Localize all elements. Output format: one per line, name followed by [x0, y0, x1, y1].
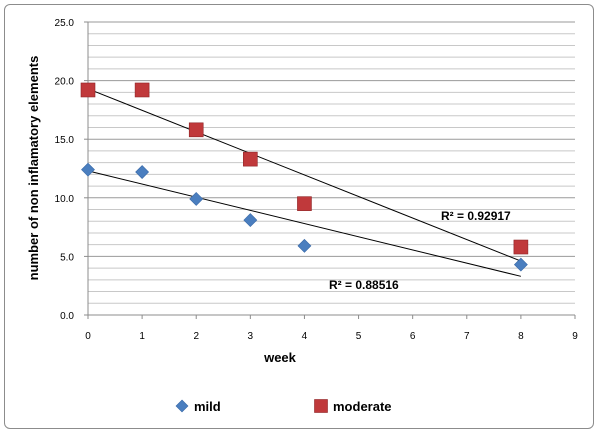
y-tick-label: 20.0	[55, 77, 75, 88]
r2-label-mild: R² = 0.88516	[329, 278, 399, 292]
data-point-mild	[243, 213, 258, 227]
data-point-mild	[297, 238, 312, 253]
data-point-moderate	[80, 82, 96, 98]
y-tick-label: 15.0	[55, 135, 75, 146]
trendline-moderate	[87, 88, 522, 262]
grid-lines	[88, 21, 575, 316]
data-point-moderate	[243, 151, 258, 167]
data-point-mild	[81, 162, 95, 177]
r2-label-moderate: R² = 0.92917	[441, 209, 511, 223]
trendline-mild	[87, 170, 522, 277]
legend-label-mild: mild	[194, 399, 221, 414]
x-tick-label: 8	[518, 331, 524, 342]
y-tick-label: 10.0	[55, 194, 75, 205]
x-axis-title: week	[263, 350, 297, 365]
data-point-moderate	[513, 239, 529, 255]
x-tick-label: 1	[139, 331, 145, 342]
y-tick-label: 5.0	[60, 252, 74, 263]
trendlines	[87, 88, 522, 277]
data-point-mild	[135, 165, 150, 179]
data-point-moderate	[188, 122, 204, 138]
x-tick-label: 0	[85, 331, 91, 342]
legend: mild moderate	[175, 399, 392, 414]
x-tick-label: 7	[464, 331, 470, 342]
axes: 0.0 5.0 10.0 15.0 20.0 25.0 0 1 2 3 4 5 6 7 8 9	[55, 18, 579, 342]
x-tick-label: 2	[193, 331, 199, 342]
data-points	[80, 82, 529, 272]
data-point-mild	[513, 257, 528, 272]
y-tick-label: 0.0	[60, 311, 74, 322]
labels: R² = 0.88516 R² = 0.92917	[329, 209, 511, 292]
x-tick-label: 3	[248, 331, 254, 342]
data-point-mild	[189, 192, 204, 206]
data-point-moderate	[134, 82, 150, 98]
x-tick-label: 9	[572, 331, 578, 342]
x-tick-label: 6	[410, 331, 416, 342]
legend-marker-mild	[175, 399, 189, 413]
chart-frame	[4, 4, 594, 429]
x-tick-label: 5	[356, 331, 362, 342]
y-tick-label: 25.0	[55, 18, 75, 29]
x-tick-label: 4	[302, 331, 308, 342]
legend-marker-moderate	[314, 399, 328, 413]
data-point-moderate	[297, 196, 312, 211]
legend-label-moderate: moderate	[333, 399, 392, 414]
y-axis-title: number of non inflamatory elements	[26, 56, 41, 281]
